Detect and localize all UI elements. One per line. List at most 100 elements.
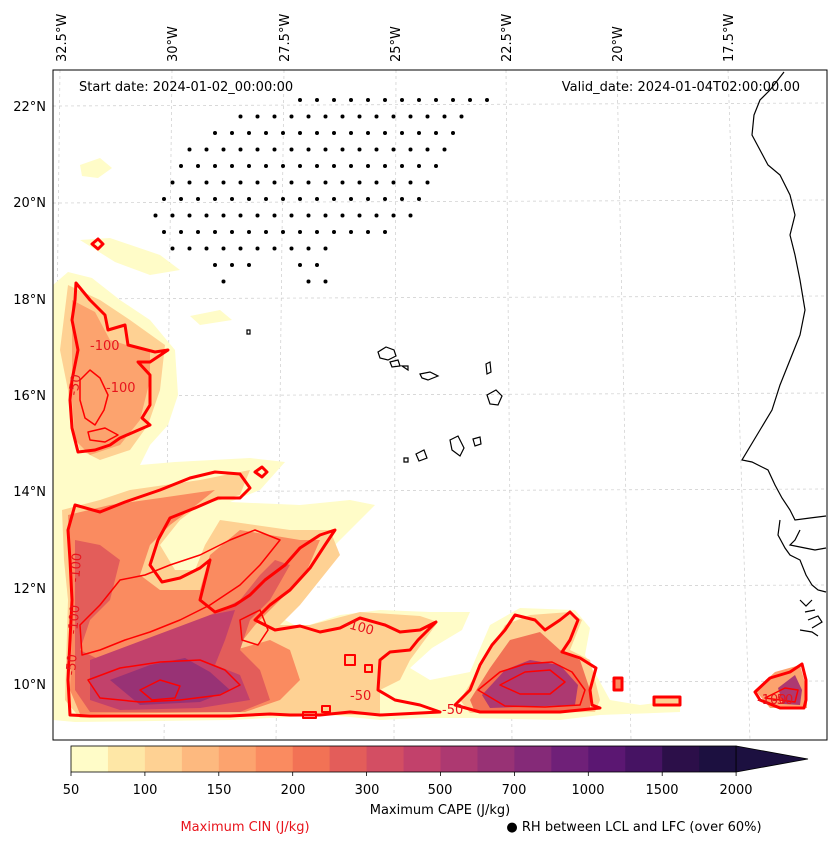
colorbar-label: Maximum CAPE (J/kg) [370,803,510,818]
rh-marker [230,197,234,201]
rh-marker [306,279,311,284]
rh-marker [255,246,260,251]
cape-region [653,697,680,705]
colorbar-tick: 150 [207,783,232,798]
lat-label: 10°N [13,678,46,693]
cape-region [190,310,232,325]
rh-marker [332,164,336,168]
colorbar-segment [144,746,183,772]
rh-marker [238,246,243,251]
rh-marker [272,213,277,218]
colorbar-tick: 200 [281,783,306,798]
rh-marker [289,180,294,185]
island [472,436,482,447]
rh-marker [264,197,268,201]
rh-marker [391,114,396,119]
rh-marker [170,180,175,185]
rh-marker [366,197,370,201]
rh-marker [298,263,302,267]
rh-marker [238,147,243,152]
colorbar-segment [440,746,478,772]
rh-marker [213,230,217,234]
cape-region [80,238,180,275]
rh-marker [238,180,243,185]
rh-marker [323,114,328,119]
cin-contour-label: -100 [66,604,84,635]
cin-contour-label: -50 [66,373,84,397]
rh-marker [383,197,387,201]
coastlines [246,71,827,637]
colorbar-segment [403,746,441,772]
rh-marker [408,180,413,185]
rh-marker [238,114,243,119]
rh-marker [281,197,285,201]
rh-marker [247,230,251,234]
rh-marker [306,180,311,185]
rh-marker [298,131,302,135]
cin-contour [321,705,331,713]
colorbar-segment [255,746,294,772]
rh-marker [230,131,234,135]
cape-filled-contours [53,158,807,722]
colorbar-extension [735,745,809,773]
rh-marker [323,213,328,218]
colorbar-tick: 700 [502,783,527,798]
rh-marker [255,114,260,119]
colorbar-segment [366,746,405,772]
cin-contours [66,237,808,719]
cin-contour-label: -100 [757,693,787,708]
rh-marker [298,98,302,102]
rh-marker [425,147,430,152]
rh-marker [374,180,379,185]
colorbar-segment [71,746,109,772]
rh-marker [306,246,311,251]
colorbar-frame [70,745,737,773]
rh-marker [170,213,175,218]
island [389,359,401,368]
rh-marker [196,197,200,201]
cape-region [110,658,230,705]
colorbar-segment [551,746,589,772]
colorbar-segment [477,746,515,772]
island [449,435,465,457]
lon-label: 30°W [166,26,181,62]
cin-contour [344,654,356,666]
cin-contour [453,610,602,714]
rh-marker [442,147,447,152]
rh-legend-label: ● RH between LCL and LFC (over 60%) [506,820,761,835]
rh-marker [383,131,387,135]
colorbar-segment [699,746,737,772]
rh-marker [187,180,192,185]
rh-marker [306,114,311,119]
cin-contour [499,669,566,695]
rh-marker [255,180,260,185]
rh-marker [357,213,362,218]
lat-label: 12°N [13,582,46,597]
rh-marker [289,147,294,152]
cin-contour-label: -100 [106,381,136,396]
rh-marker [366,98,370,102]
cin-contour [66,470,442,718]
rh-marker [196,164,200,168]
rh-marker [281,164,285,168]
rh-marker [315,131,319,135]
rh-marker [374,147,379,152]
rh-marker [272,147,277,152]
rh-marker [230,164,234,168]
cin-contour-label: -50 [772,693,793,708]
lat-label: 14°N [13,485,46,500]
rh-marker [179,197,183,201]
rh-marker [298,164,302,168]
map-frame [52,69,828,741]
rh-marker [451,131,455,135]
colorbar-segment [218,746,257,772]
lon-label: 20°W [611,26,626,62]
rh-marker [264,164,268,168]
cin-contour [68,281,170,454]
rh-marker [366,164,370,168]
rh-marker [323,279,328,284]
rh-marker [162,197,166,201]
rh-marker [238,213,243,218]
colorbar-segment [588,746,626,772]
rh-marker [247,164,251,168]
